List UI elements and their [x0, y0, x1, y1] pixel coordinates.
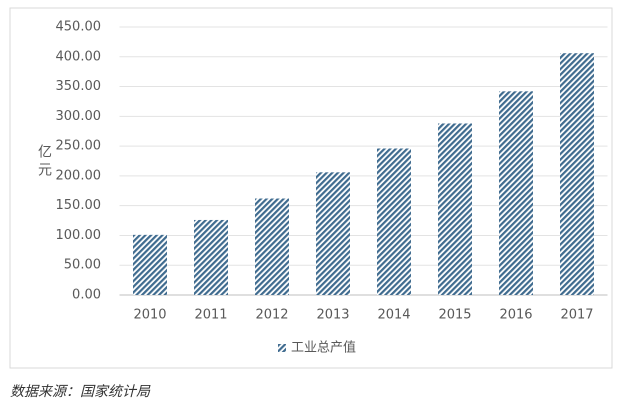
- bar: [316, 172, 350, 295]
- x-tick-label: 2015: [438, 308, 471, 323]
- bar: [133, 234, 167, 295]
- y-tick-label: 0.00: [72, 288, 101, 303]
- y-tick-label: 100.00: [56, 228, 102, 243]
- x-tick-label: 2016: [499, 308, 532, 323]
- bar: [438, 123, 472, 295]
- x-tick-label: 2017: [560, 308, 593, 323]
- x-tick-label: 2010: [133, 308, 166, 323]
- x-tick-label: 2012: [255, 308, 288, 323]
- y-tick-label: 300.00: [56, 109, 102, 124]
- y-tick-label: 250.00: [56, 139, 102, 154]
- y-tick-label: 450.00: [56, 20, 102, 35]
- y-axis-label: 亿元: [36, 144, 52, 180]
- bar: [377, 148, 411, 295]
- y-tick-label: 350.00: [56, 79, 102, 94]
- x-tick-label: 2013: [316, 308, 349, 323]
- bar: [255, 198, 289, 295]
- legend-label: 工业总产值: [291, 340, 356, 356]
- y-tick-label: 200.00: [56, 168, 102, 183]
- bar: [560, 53, 594, 296]
- x-tick-label: 2011: [194, 308, 227, 323]
- source-note: 数据来源：国家统计局: [10, 384, 151, 400]
- legend-swatch: [278, 344, 286, 352]
- x-tick-label: 2014: [377, 308, 410, 323]
- bar: [194, 219, 228, 295]
- y-tick-label: 150.00: [56, 198, 102, 213]
- bar: [499, 91, 533, 295]
- y-tick-label: 50.00: [64, 258, 101, 273]
- y-tick-label: 400.00: [56, 49, 102, 64]
